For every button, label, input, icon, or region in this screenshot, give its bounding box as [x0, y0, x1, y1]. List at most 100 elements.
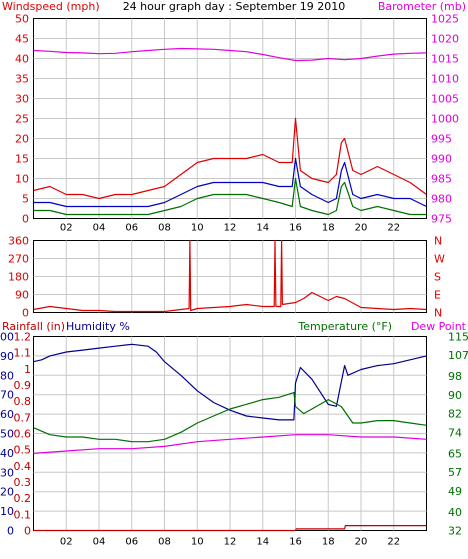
windspeed-tick-label: 40 — [15, 53, 29, 66]
climate-panel-ticks: 010203040506070809010000.10.20.30.40.50.… — [0, 331, 468, 538]
compass-tick-label: N — [434, 235, 442, 248]
barometer-tick-label: 980 — [431, 193, 452, 206]
climate-panel-series — [33, 343, 427, 532]
windspeed-tick-label: 10 — [15, 173, 29, 186]
temperature-tick-label: 90 — [448, 389, 462, 402]
panel-climate: 010203040506070809010000.10.20.30.40.50.… — [0, 320, 468, 538]
rainfall-tick-label: 1.2 — [14, 331, 32, 344]
graph-title: 24 hour graph day : September 19 2010 — [123, 0, 346, 13]
wind-time-tick-label: 20 — [355, 223, 368, 234]
wind-time-tick-label: 22 — [387, 223, 400, 234]
rainfall-tick-label: 0.7 — [14, 411, 32, 424]
panel-wind: 0510152025303540455097598098599099510001… — [2, 0, 466, 226]
rainfall-tick-label: 0.2 — [14, 492, 32, 505]
climate-time-tick-label: 08 — [158, 537, 171, 548]
rainfall-tick-label: 0.1 — [14, 508, 32, 521]
windspeed-tick-label: 35 — [15, 73, 29, 86]
windspeed-tick-label: 50 — [15, 13, 29, 26]
temperature-tick-label: 107 — [448, 349, 468, 362]
temperature-tick-label: 40 — [448, 506, 462, 519]
compass-tick-label: W — [434, 253, 445, 266]
climate-time-tick-label: 14 — [256, 537, 269, 548]
wind-panel-ticks: 0510152025303540455097598098599099510001… — [15, 13, 459, 226]
rainfall-tick-label: 0 — [24, 525, 31, 538]
windspeed-tick-label: 30 — [15, 93, 29, 106]
time-axis-labels: 02 04 06 08 10 12 14 16 18 20 22 02 04 06 08 10 12 14 16 18… — [60, 223, 400, 548]
rainfall-tick-label: 0.3 — [14, 476, 32, 489]
wind-time-tick-label: 18 — [322, 223, 335, 234]
temperature-tick-label: 32 — [448, 525, 462, 538]
temperature-tick-label: 115 — [448, 331, 468, 344]
climate-time-tick-label: 12 — [224, 537, 237, 548]
humidity-tick-label: 80 — [0, 369, 14, 382]
wind-time-tick-label: 10 — [191, 223, 204, 234]
humidity-tick-label: 10 — [0, 505, 14, 518]
humidity-tick-label: 70 — [0, 389, 14, 402]
rainfall-tick-label: 1.1 — [14, 347, 32, 360]
direction-tick-label: 270 — [8, 253, 29, 266]
wind-time-tick-label: 08 — [158, 223, 171, 234]
temperature-line — [33, 392, 427, 443]
wind-time-tick-label: 14 — [256, 223, 269, 234]
wind_speed-line — [33, 117, 427, 200]
rainfall-tick-label: 0.5 — [14, 444, 32, 457]
climate-time-tick-label: 20 — [355, 537, 368, 548]
windspeed-tick-label: 5 — [22, 193, 29, 206]
humidity-tick-label: 40 — [0, 447, 14, 460]
temperature-tick-label: 74 — [448, 426, 462, 439]
windspeed-tick-label: 0 — [22, 213, 29, 226]
wind-time-tick-label: 02 — [60, 223, 73, 234]
barometer-tick-label: 990 — [431, 153, 452, 166]
barometer-tick-label: 1010 — [431, 73, 459, 86]
barometer-line — [33, 47, 427, 62]
barometer-tick-label: 975 — [431, 213, 452, 226]
rainfall-tick-label: 0.6 — [14, 428, 32, 441]
rainfall-tick-label: 0.8 — [14, 395, 32, 408]
barometer-tick-label: 1020 — [431, 33, 459, 46]
wind_low-line — [33, 177, 427, 216]
climate-time-tick-label: 10 — [191, 537, 204, 548]
windspeed-axis-label: Windspeed (mph) — [2, 0, 100, 13]
windspeed-tick-label: 25 — [15, 113, 29, 126]
temperature-tick-label: 57 — [448, 466, 462, 479]
direction-panel-grid — [33, 240, 427, 313]
wind-time-tick-label: 16 — [289, 223, 302, 234]
rainfall-tick-label: 0.4 — [14, 460, 32, 473]
rainfall-tick-label: 0.9 — [14, 379, 32, 392]
temperature-tick-label: 98 — [448, 370, 462, 383]
direction-line — [33, 239, 427, 313]
humidity-tick-label: 30 — [0, 466, 14, 479]
humidity-tick-label: 60 — [0, 408, 14, 421]
direction-tick-label: 90 — [15, 289, 29, 302]
windspeed-tick-label: 15 — [15, 153, 29, 166]
humidity-axis-label: Humidity % — [66, 320, 130, 333]
direction-panel-series — [33, 239, 427, 313]
barometer-tick-label: 995 — [431, 133, 452, 146]
wind-time-tick-label: 04 — [93, 223, 106, 234]
climate-time-tick-label: 04 — [93, 537, 106, 548]
wind-panel-grid — [33, 18, 427, 219]
temperature-axis-label: Temperature (°F) — [297, 320, 392, 333]
wind-time-tick-label: 12 — [224, 223, 237, 234]
windspeed-tick-label: 45 — [15, 33, 29, 46]
barometer-tick-label: 1015 — [431, 53, 459, 66]
direction-tick-label: 360 — [8, 235, 29, 248]
humidity-tick-label: 90 — [0, 350, 14, 363]
climate-panel-grid — [33, 336, 427, 531]
humidity-line — [33, 343, 427, 421]
barometer-tick-label: 1025 — [431, 13, 459, 26]
temperature-tick-label: 49 — [448, 485, 462, 498]
humidity-tick-label: 0 — [7, 525, 14, 538]
climate-time-tick-label: 06 — [125, 537, 138, 548]
humidity-tick-label: 20 — [0, 486, 14, 499]
wind-panel-series — [33, 47, 427, 216]
temperature-tick-label: 65 — [448, 447, 462, 460]
wind_avg-line — [33, 157, 427, 208]
dew_point-line — [33, 434, 427, 454]
temperature-tick-label: 82 — [448, 408, 462, 421]
rainfall-axis-label: Rainfall (in) — [2, 320, 65, 333]
windspeed-tick-label: 20 — [15, 133, 29, 146]
